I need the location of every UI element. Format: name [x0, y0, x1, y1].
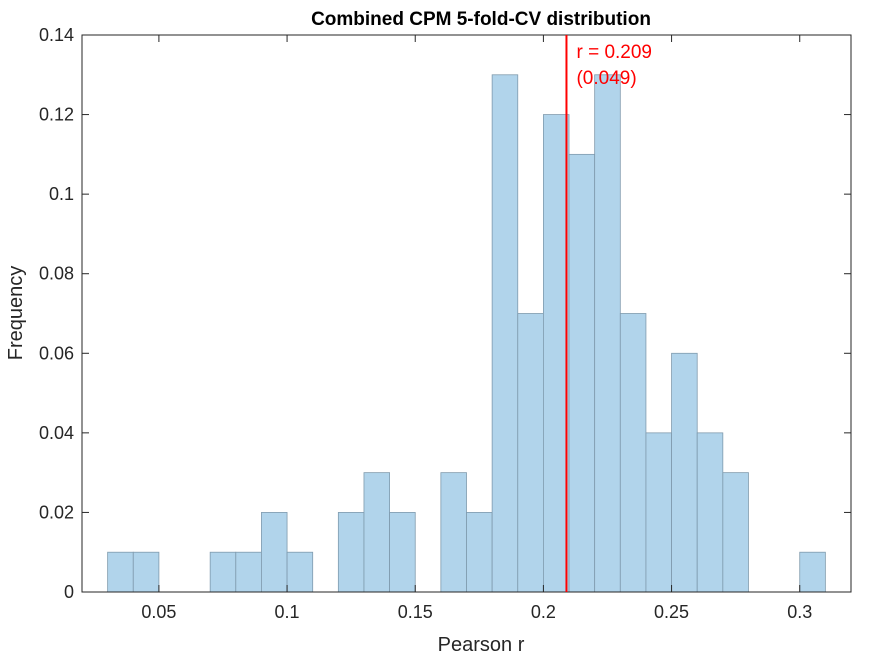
histogram-bar	[671, 352, 698, 593]
histogram-bar	[132, 551, 160, 593]
histogram-bar	[645, 432, 672, 593]
x-tick-label: 0.2	[531, 602, 556, 622]
y-tick-label: 0.02	[39, 502, 74, 522]
histogram-bar	[568, 153, 596, 593]
histogram-bar	[363, 472, 391, 593]
histogram-bar	[799, 551, 826, 593]
ticks: 0.05 0.1 0.15 0.2 0.25 0.3 0 0.02 0.04 0.06 0.08 0.…	[39, 25, 851, 622]
histogram-bar	[619, 313, 647, 593]
histogram-bars	[107, 74, 826, 593]
reference-line-group: r = 0.209 (0.049)	[565, 35, 652, 592]
x-tick-label: 0.15	[398, 602, 433, 622]
histogram-bar	[209, 551, 237, 593]
histogram-bar	[337, 512, 365, 593]
y-tick-label: 0.04	[39, 423, 74, 443]
histogram-bar	[594, 74, 621, 593]
histogram-bar	[466, 512, 493, 593]
reference-label-sd: (0.049)	[576, 68, 636, 89]
x-tick-label: 0.05	[141, 602, 176, 622]
histogram-bar	[696, 432, 724, 593]
histogram-bar	[107, 551, 134, 593]
histogram-bar	[543, 114, 570, 593]
reference-label-value: r = 0.209	[576, 42, 652, 63]
axes	[81, 34, 852, 593]
y-tick-label: 0.08	[39, 264, 74, 284]
x-tick-label: 0.3	[787, 602, 812, 622]
histogram-bar	[491, 74, 519, 593]
x-tick-label: 0.25	[654, 602, 689, 622]
y-axis-label: Frequency	[5, 266, 27, 361]
x-axis-label: Pearson r	[438, 634, 525, 656]
y-tick-label: 0	[64, 582, 74, 602]
axes-box	[81, 34, 852, 593]
histogram-bar	[286, 551, 314, 593]
y-tick-label: 0.14	[39, 25, 74, 45]
histogram-bar	[389, 512, 416, 593]
chart-title: Combined CPM 5-fold-CV distribution	[311, 9, 651, 30]
x-tick-label: 0.1	[275, 602, 300, 622]
y-tick-label: 0.1	[49, 184, 74, 204]
y-tick-label: 0.12	[39, 105, 74, 125]
histogram-bar	[517, 313, 544, 593]
y-tick-label: 0.06	[39, 343, 74, 363]
histogram-bar	[261, 512, 288, 593]
histogram-bar	[440, 472, 467, 593]
histogram-bar	[235, 551, 262, 593]
histogram-bar	[722, 472, 749, 593]
